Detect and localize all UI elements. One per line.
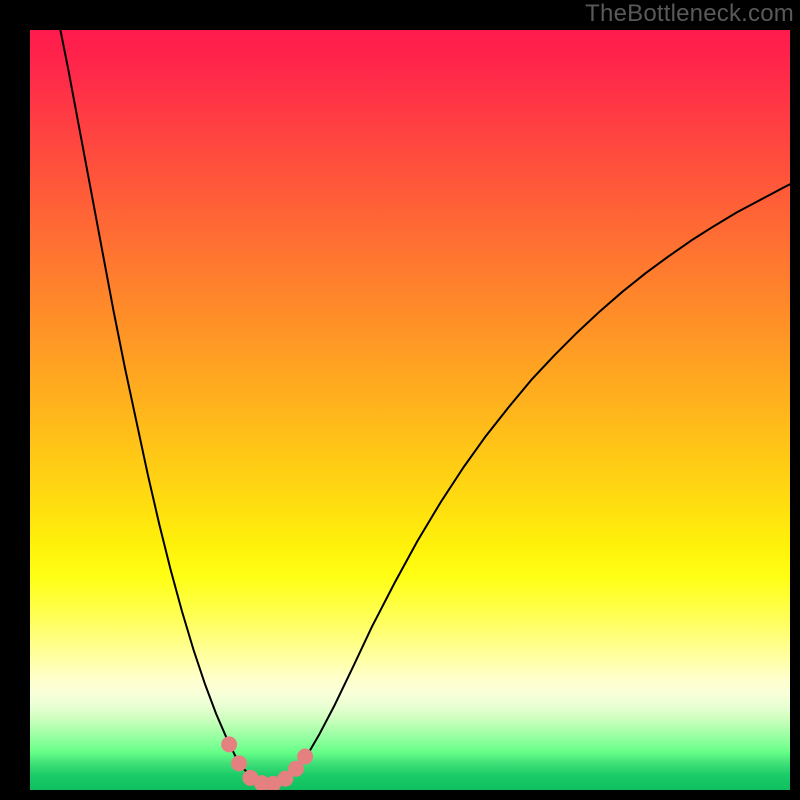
- chart-background: [30, 30, 790, 790]
- chart-root: TheBottleneck.com: [0, 0, 800, 800]
- chart-svg: [30, 30, 790, 790]
- watermark-text: TheBottleneck.com: [585, 0, 794, 28]
- marker-point: [231, 755, 247, 771]
- marker-point: [221, 736, 237, 752]
- marker-point: [297, 749, 313, 765]
